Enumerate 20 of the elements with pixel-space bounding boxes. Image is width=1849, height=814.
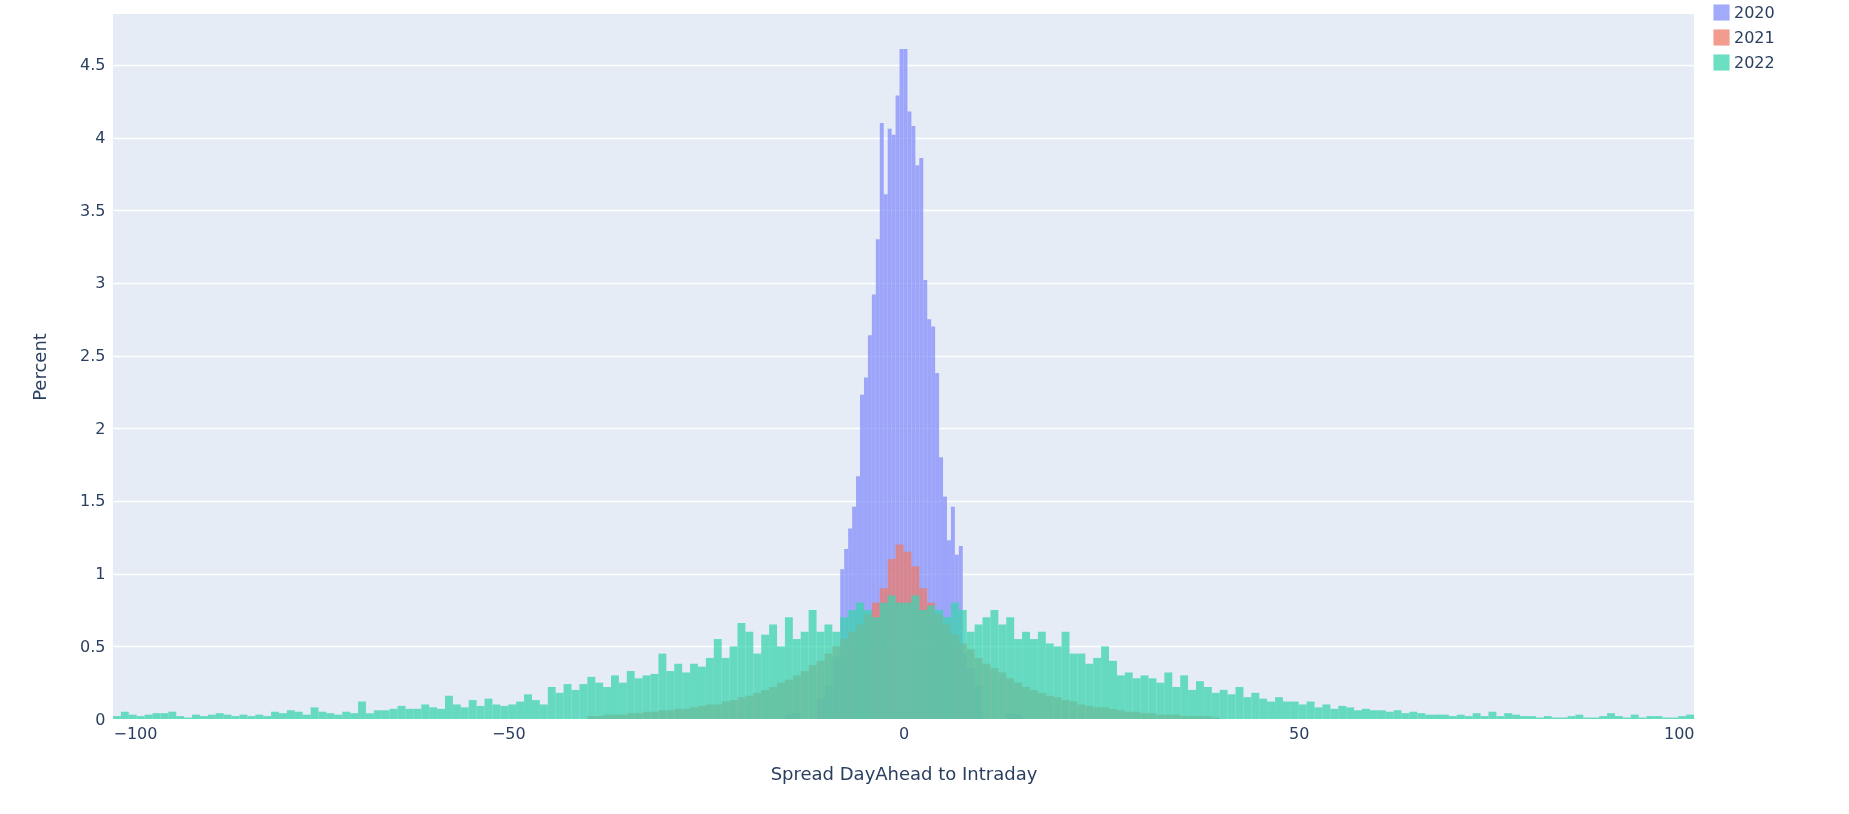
y-tick-label: 2 <box>95 418 106 438</box>
y-tick-label: 1.5 <box>80 491 106 511</box>
legend-label: 2020 <box>1734 2 1775 22</box>
legend-label: 2021 <box>1734 27 1775 47</box>
legend-label: 2022 <box>1734 52 1775 72</box>
y-tick-label: 0 <box>95 709 106 729</box>
y-tick-label: 1 <box>95 564 106 584</box>
y-tick-label: 2.5 <box>80 346 106 366</box>
y-tick-label: 4.5 <box>80 55 106 75</box>
x-tick-label: 100 <box>1663 723 1695 743</box>
x-axis-title: Spread DayAhead to Intraday <box>770 762 1038 784</box>
y-tick-label: 4 <box>95 128 106 148</box>
x-tick-label: 50 <box>1289 723 1310 743</box>
y-axis-title: Percent <box>29 333 51 401</box>
y-tick-label: 3 <box>95 273 106 293</box>
x-tick-label: 0 <box>898 723 910 743</box>
x-tick-label: −50 <box>491 723 526 743</box>
y-tick-label: 0.5 <box>80 636 106 656</box>
x-tick-label: −100 <box>113 723 158 743</box>
y-tick-label: 3.5 <box>80 200 106 220</box>
